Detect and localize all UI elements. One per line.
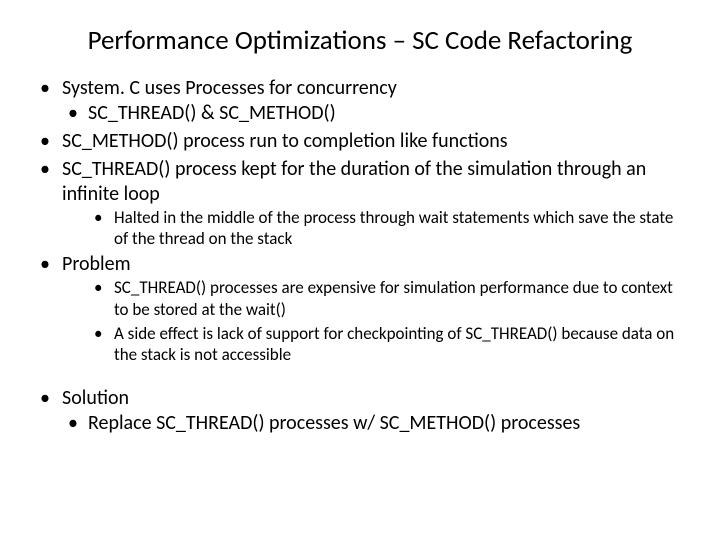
bullet-3-text: SC_THREAD() process kept for the duratio…	[62, 157, 646, 206]
bullet-5-sub: Replace SC_THREAD() processes w/ SC_METH…	[62, 411, 684, 436]
bullet-4-2: A side effect is lack of support for che…	[88, 323, 684, 366]
bullet-3: SC_THREAD() process kept for the duratio…	[36, 157, 684, 250]
bullet-3-sub: Halted in the middle of the process thro…	[88, 207, 684, 250]
slide-title: Performance Optimizations – SC Code Refa…	[36, 24, 684, 58]
bullet-1: System. C uses Processes for concurrency…	[36, 76, 684, 126]
bullet-4-text: Problem	[62, 252, 131, 276]
bullet-1-1: SC_THREAD() & SC_METHOD()	[62, 101, 684, 126]
bullet-list-2: Solution Replace SC_THREAD() processes w…	[36, 386, 684, 436]
bullet-list: System. C uses Processes for concurrency…	[36, 76, 684, 366]
bullet-1-text: System. C uses Processes for concurrency	[62, 76, 397, 100]
bullet-5: Solution Replace SC_THREAD() processes w…	[36, 386, 684, 436]
bullet-4: Problem SC_THREAD() processes are expens…	[36, 252, 684, 365]
bullet-4-sub: SC_THREAD() processes are expensive for …	[88, 277, 684, 365]
bullet-5-text: Solution	[62, 386, 129, 410]
bullet-1-sub: SC_THREAD() & SC_METHOD()	[62, 101, 684, 126]
slide: Performance Optimizations – SC Code Refa…	[0, 0, 720, 540]
bullet-4-1: SC_THREAD() processes are expensive for …	[88, 277, 684, 320]
bullet-5-1: Replace SC_THREAD() processes w/ SC_METH…	[62, 411, 684, 436]
spacer	[36, 368, 684, 386]
bullet-3-1: Halted in the middle of the process thro…	[88, 207, 684, 250]
bullet-2: SC_METHOD() process run to completion li…	[36, 129, 684, 154]
